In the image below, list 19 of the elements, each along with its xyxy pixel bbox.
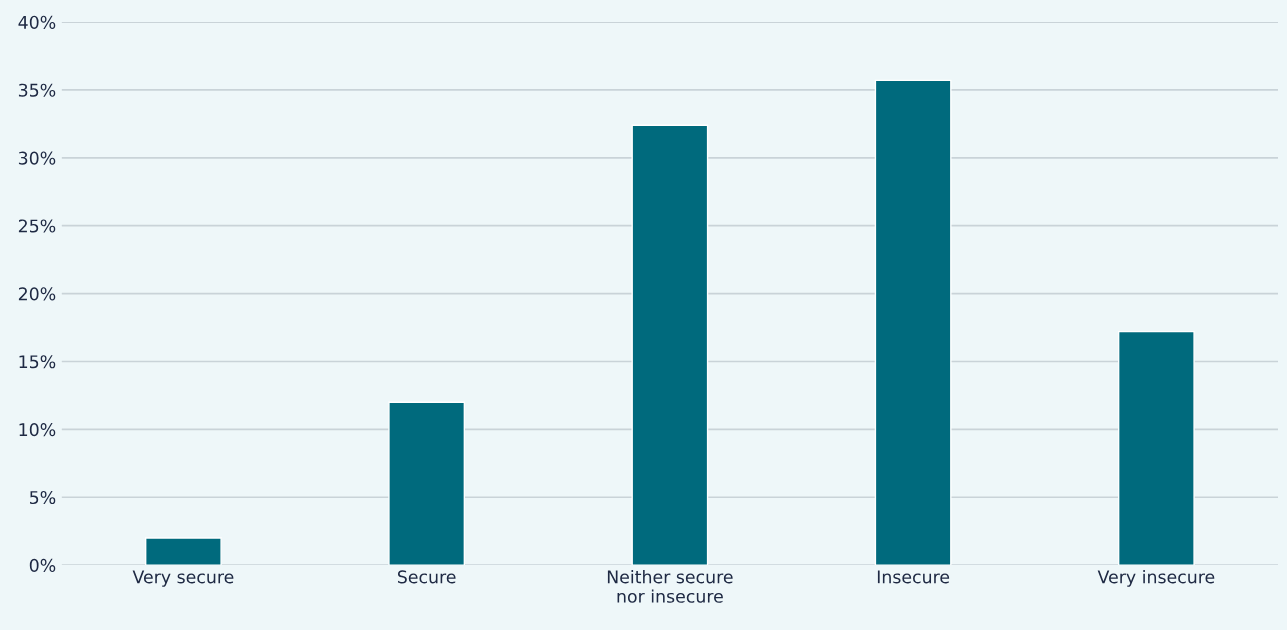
bar [144,537,222,566]
y-tick-label: 35% [18,83,56,97]
bar [631,124,709,566]
bar [388,401,466,566]
y-tick-label: 20% [18,287,56,301]
y-tick-label: 0% [29,558,56,572]
x-tick-label: Insecure [877,570,950,584]
x-tick-label: Secure [397,570,456,584]
x-tick-label: Neither secure nor insecure [607,569,733,603]
bar [874,79,952,566]
y-tick-label: 30% [18,151,56,165]
x-tick-label: Very secure [132,570,234,587]
y-tick-label: 40% [18,15,56,29]
bar [1117,330,1195,566]
y-tick-label: 25% [18,219,56,233]
y-tick-label: 5% [30,490,56,505]
y-tick-label: 15% [19,355,56,369]
x-tick-label: Very insecure [1097,569,1215,587]
y-tick-label: 10% [19,423,56,437]
